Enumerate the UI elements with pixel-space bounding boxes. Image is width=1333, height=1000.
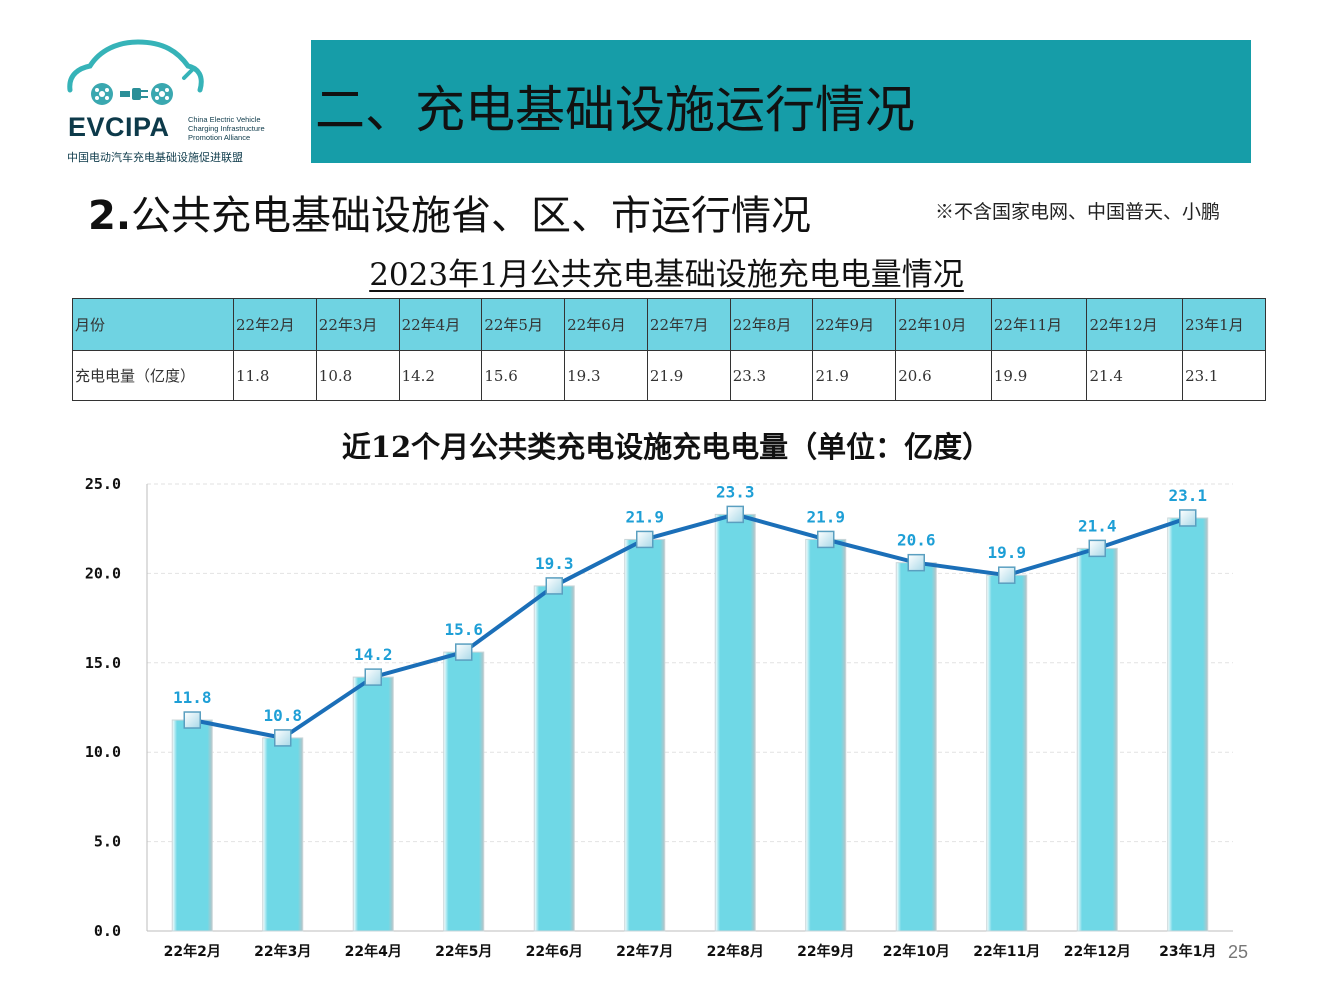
section-title-text: 公共充电基础设施省、区、市运行情况: [131, 193, 812, 239]
data-label: 23.1: [1168, 486, 1207, 505]
data-label: 19.9: [987, 543, 1026, 562]
x-tick-label: 22年2月: [164, 943, 221, 960]
y-tick-label: 10.0: [85, 743, 121, 761]
line-marker: [1088, 539, 1106, 558]
line-marker: [455, 643, 473, 661]
bar: [533, 585, 575, 932]
exclusion-note: ※不含国家电网、中国普天、小鹏: [935, 201, 1221, 223]
data-label: 21.9: [806, 507, 845, 526]
month-cell: 22年11月: [990, 298, 1088, 351]
page-number: 25: [1228, 942, 1249, 962]
data-label: 19.3: [535, 554, 574, 573]
line-marker: [907, 553, 925, 572]
section-number: 2.: [88, 193, 132, 239]
x-tick-label: 22年7月: [616, 943, 673, 960]
value-cell: 19.3: [564, 350, 648, 401]
series-line: [191, 512, 1189, 740]
logo-chinese-name: 中国电动汽车充电基础设施促进联盟: [67, 151, 243, 164]
data-label: 21.4: [1078, 516, 1117, 535]
bar: [895, 562, 937, 932]
logo-english-name: China Electric Vehicle Charging Infrastr…: [188, 115, 265, 142]
month-cell: 22年4月: [398, 298, 483, 351]
x-tick-label: 22年4月: [345, 943, 402, 960]
month-cell: 23年1月: [1182, 298, 1266, 351]
data-label: 23.3: [716, 482, 755, 501]
y-tick-label: 15.0: [85, 654, 121, 672]
month-cell: 22年2月: [233, 298, 317, 351]
title-banner: 二、充电基础设施运行情况: [311, 40, 1251, 163]
x-tick-label: 22年10月: [883, 943, 950, 960]
data-label: 11.8: [173, 688, 212, 707]
chart-title: 近12个月公共类充电设施充电电量（单位：亿度）: [341, 430, 992, 464]
x-tick-label: 22年3月: [254, 943, 311, 960]
month-cell: 22年6月: [564, 298, 648, 351]
bar: [1167, 517, 1209, 932]
month-cell: 22年10月: [895, 298, 992, 351]
value-cell: 20.6: [895, 350, 992, 401]
bar: [714, 513, 756, 932]
logo-brand: EVCIPA: [68, 112, 170, 142]
x-tick-label: 22年12月: [1064, 943, 1131, 960]
value-cell: 21.4: [1086, 350, 1184, 401]
value-cell: 23.3: [729, 350, 814, 401]
x-tick-label: 23年1月: [1159, 943, 1216, 960]
line-marker: [274, 729, 292, 747]
x-tick-label: 22年6月: [526, 943, 583, 960]
data-label: 21.9: [625, 507, 664, 526]
line-marker: [817, 530, 835, 549]
value-cell: 10.8: [315, 350, 400, 401]
table-header-row: 月份 22年2月 22年3月 22年4月 22年5月 22年6月 22年7月 2…: [72, 298, 1266, 351]
month-cell: 22年12月: [1086, 298, 1184, 351]
data-label: 20.6: [897, 531, 936, 550]
month-cell: 22年8月: [729, 298, 814, 351]
line-marker: [998, 566, 1016, 584]
page-title: 二、充电基础设施运行情况: [315, 81, 915, 139]
bar: [986, 574, 1028, 932]
x-tick-label: 22年11月: [973, 943, 1040, 960]
value-cell: 21.9: [812, 350, 897, 401]
table-value-row: 充电电量（亿度） 11.8 10.8 14.2 15.6 19.3 21.9 2…: [72, 350, 1266, 401]
line-marker: [636, 530, 654, 549]
month-cell: 22年9月: [812, 298, 897, 351]
value-cell: 11.8: [233, 350, 317, 401]
row-label: 充电电量（亿度）: [72, 350, 234, 401]
table-title: 2023年1月公共充电基础设施充电电量情况: [369, 257, 964, 293]
value-cell: 21.9: [646, 350, 731, 401]
bar: [171, 719, 213, 932]
bar: [805, 538, 847, 932]
month-cell: 22年5月: [481, 298, 566, 351]
bar: [1076, 547, 1118, 932]
value-cell: 15.6: [481, 350, 566, 401]
bar: [624, 538, 666, 932]
header-label: 月份: [72, 298, 234, 351]
month-cell: 22年3月: [315, 298, 400, 351]
x-tick-label: 22年5月: [435, 943, 492, 960]
line-marker: [183, 711, 201, 729]
y-tick-label: 5.0: [94, 833, 121, 851]
y-tick-label: 25.0: [85, 475, 121, 493]
value-cell: 23.1: [1182, 350, 1266, 401]
data-label: 15.6: [444, 620, 483, 639]
x-tick-label: 22年8月: [707, 943, 764, 960]
value-cell: 19.9: [990, 350, 1088, 401]
data-label: 14.2: [354, 645, 393, 664]
line-marker: [726, 505, 744, 524]
data-table: 月份 22年2月 22年3月 22年4月 22年5月 22年6月 22年7月 2…: [72, 298, 1266, 401]
bar: [443, 651, 485, 932]
evcipa-logo: EVCIPA China Electric Vehicle Charging I…: [62, 38, 277, 168]
line-marker: [545, 577, 563, 595]
line-marker: [364, 668, 382, 686]
line-marker: [1179, 509, 1197, 527]
data-label: 10.8: [263, 706, 302, 725]
x-tick-label: 22年9月: [797, 943, 854, 960]
bar: [352, 676, 394, 932]
car-plug-icon: [67, 39, 204, 105]
value-cell: 14.2: [398, 350, 483, 401]
bar: [262, 737, 304, 932]
y-tick-label: 0.0: [94, 922, 121, 940]
y-tick-label: 20.0: [85, 564, 121, 582]
month-cell: 22年7月: [646, 298, 731, 351]
bar-line-chart: 0.0 5.0 10.0 15.0 20.0 25.0 22年2月 22年3月 22年4月 22年…: [85, 475, 1233, 960]
section-title: 2.公共充电基础设施省、区、市运行情况: [88, 183, 811, 241]
